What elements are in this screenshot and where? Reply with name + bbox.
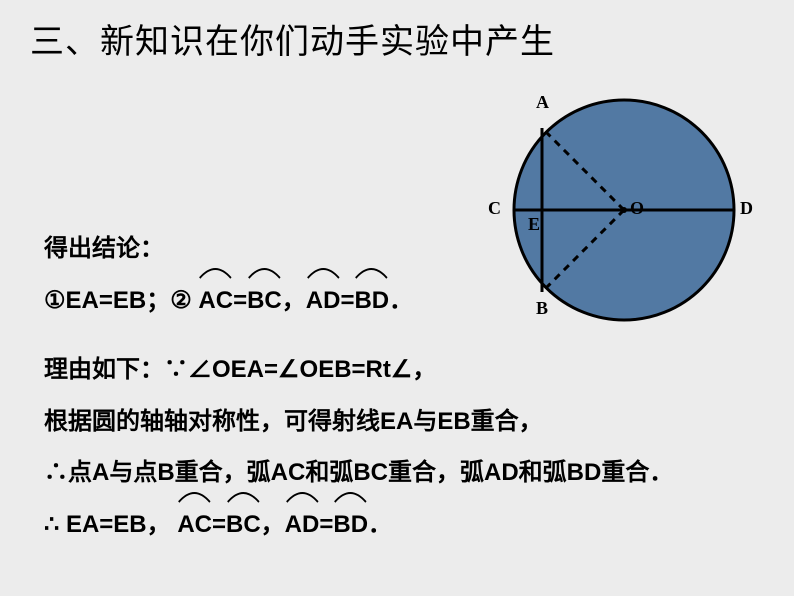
reason-3: ∴点A与点B重合，弧AC和弧BC重合，弧AD和弧BD重合． <box>44 450 764 496</box>
arc-AC-2: AC <box>177 502 212 548</box>
conclusion-label: 得出结论： <box>44 226 764 272</box>
arc-AC: AC <box>198 278 233 324</box>
reason-4: ∴ EA=EB， AC=BC，AD=BD． <box>44 502 764 548</box>
label-A: A <box>536 92 549 113</box>
arc-BC: BC <box>247 278 282 324</box>
reason-2: 根据圆的轴轴对称性，可得射线EA与EB重合， <box>44 399 764 445</box>
arc-BD: BD <box>354 278 389 324</box>
conclusion-line: ①EA=EB；② AC=BC，AD=BD． <box>44 278 764 324</box>
label-C: C <box>488 198 501 219</box>
label-O: O <box>630 198 644 219</box>
reason-block: 理由如下：∵∠OEA=∠OEB=Rt∠， 根据圆的轴轴对称性，可得射线EA与EB… <box>44 347 764 547</box>
arc-AD-2: AD <box>285 502 320 548</box>
content-block: 得出结论： ①EA=EB；② AC=BC，AD=BD． 理由如下：∵∠OEA=∠… <box>44 226 764 554</box>
reason-1: 理由如下：∵∠OEA=∠OEB=Rt∠， <box>44 347 764 393</box>
section-title: 三、新知识在你们动手实验中产生 <box>30 14 555 63</box>
arc-BD-2: BD <box>333 502 368 548</box>
arc-AD: AD <box>306 278 341 324</box>
conclusion-prefix: ①EA=EB；② <box>44 287 198 314</box>
label-D: D <box>740 198 753 219</box>
arc-BC-2: BC <box>226 502 261 548</box>
